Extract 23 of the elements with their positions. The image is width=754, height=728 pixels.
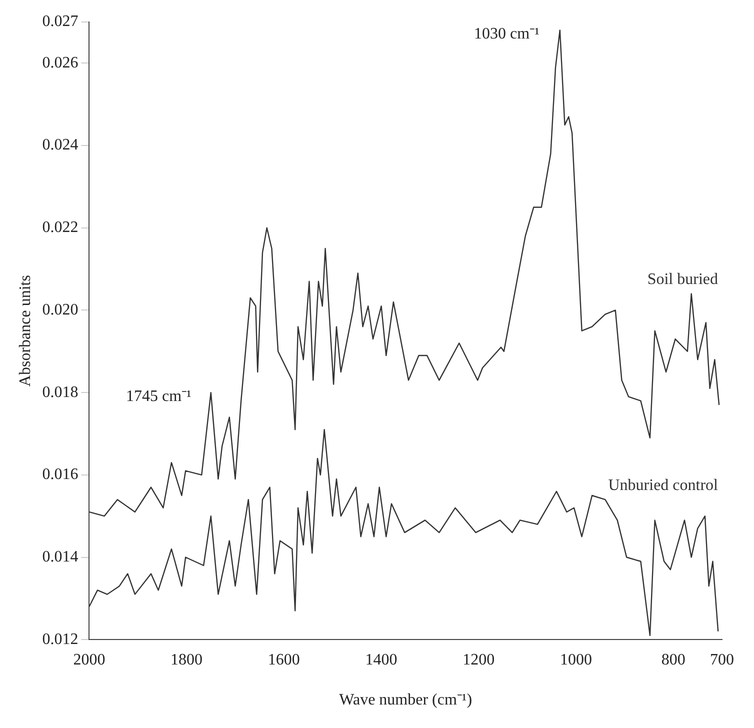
y-tick-label: 0.022	[42, 219, 78, 236]
x-tick-label: 1000	[560, 651, 592, 668]
y-tick-label: 0.020	[42, 301, 78, 318]
y-tick-label: 0.016	[42, 466, 78, 484]
y-axis-title: Absorbance units	[16, 275, 34, 387]
x-tick-label: 1400	[365, 651, 398, 668]
series-label: Unburied control	[608, 476, 719, 494]
y-tick-label: 0.018	[42, 384, 78, 401]
y-tick-label: 0.024	[42, 136, 78, 154]
annotation: 1745 cm⁻¹	[126, 388, 192, 405]
annotation: 1030 cm⁻¹	[474, 25, 540, 42]
x-tick-label: 700	[710, 651, 734, 668]
y-tick-label: 0.012	[42, 630, 78, 648]
x-tick-label: 1600	[268, 651, 300, 668]
x-tick-label: 2000	[73, 651, 106, 668]
y-tick-label: 0.027	[42, 13, 78, 30]
x-tick-label: 1800	[170, 651, 203, 668]
series-label: Soil buried	[647, 270, 718, 288]
x-tick-label: 800	[661, 651, 686, 668]
x-axis-title: Wave number (cm⁻¹)	[339, 692, 472, 709]
y-tick-label: 0.026	[42, 54, 78, 72]
y-tick-label: 0.014	[42, 548, 78, 566]
x-tick-label: 1200	[462, 651, 495, 668]
